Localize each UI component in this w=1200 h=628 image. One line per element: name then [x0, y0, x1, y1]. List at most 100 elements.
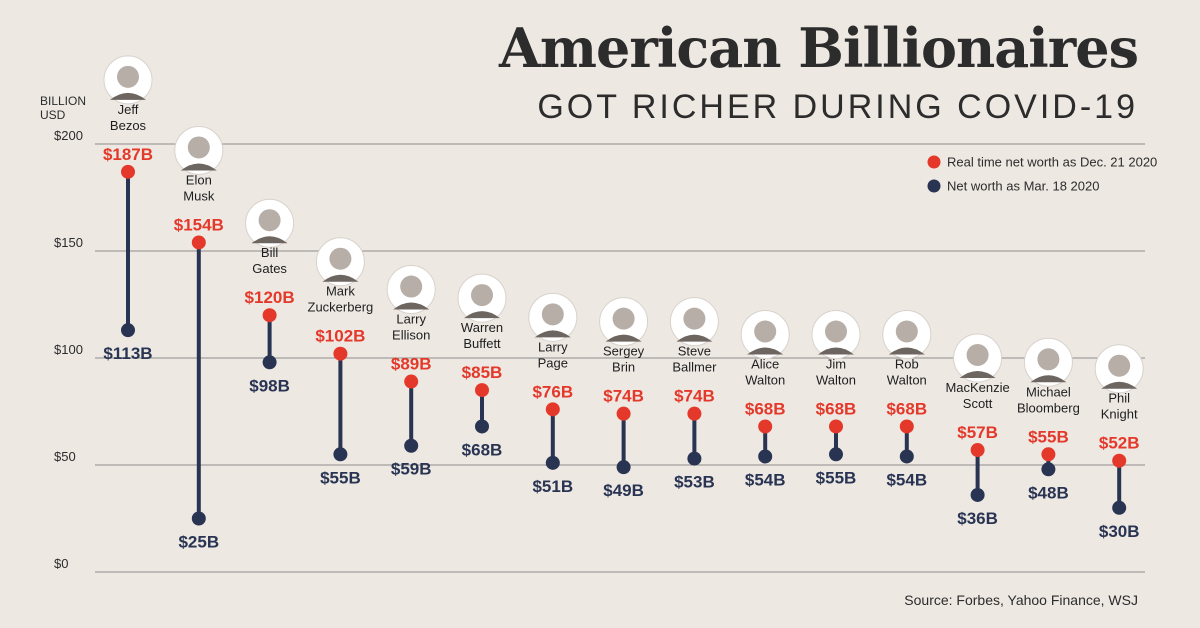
y-axis-unit-label: BILLION USD [40, 94, 87, 122]
dec-value-label: $52B [1099, 434, 1140, 453]
mar-dot [262, 355, 277, 370]
mar-dot [333, 447, 348, 462]
person-first-name: Jim [826, 356, 846, 371]
person-first-name: Rob [895, 356, 919, 371]
person-first-name: Jeff [118, 102, 139, 117]
dec-value-label: $89B [391, 355, 432, 374]
mar-dot [687, 451, 702, 466]
mar-value-label: $36B [957, 509, 998, 528]
dec-dot [1112, 453, 1127, 468]
avatar-head [1108, 354, 1131, 377]
dec-value-label: $68B [816, 399, 857, 418]
legend-label-mar: Net worth as Mar. 18 2020 [947, 179, 1099, 194]
y-tick-label: $100 [54, 342, 83, 357]
avatar-head [825, 320, 847, 343]
mar-value-label: $54B [745, 470, 786, 489]
person-first-name: Sergey [603, 344, 645, 359]
avatar-shoulders [676, 334, 713, 342]
person-last-name: Musk [183, 188, 215, 203]
dec-dot [191, 235, 206, 250]
person-first-name: Larry [396, 312, 426, 327]
mar-value-label: $59B [391, 460, 432, 479]
person-last-name: Ballmer [672, 360, 717, 375]
avatar-shoulders [747, 347, 784, 355]
person-last-name: Gates [252, 261, 287, 276]
avatar-shoulders [534, 330, 571, 338]
dec-dot [404, 374, 419, 389]
person-first-name: Larry [538, 339, 568, 354]
dec-dot [475, 383, 489, 398]
avatar-shoulders [959, 371, 996, 379]
person-last-name: Walton [887, 372, 927, 387]
dec-value-label: $85B [462, 363, 503, 382]
mar-value-label: $25B [178, 533, 219, 552]
person-last-name: Bloomberg [1017, 400, 1080, 415]
mar-value-label: $54B [886, 470, 927, 489]
person-last-name: Walton [745, 372, 785, 387]
mar-dot [899, 449, 914, 464]
avatar-shoulders [464, 311, 500, 319]
legend-label-dec: Real time net worth as Dec. 21 2020 [947, 155, 1157, 170]
dec-value-label: $74B [603, 387, 644, 406]
person-last-name: Ellison [392, 328, 430, 343]
dec-value-label: $120B [245, 288, 295, 307]
avatar-shoulders [180, 163, 217, 171]
mar-value-label: $68B [462, 440, 503, 459]
person-last-name: Bezos [110, 118, 147, 133]
dec-dot [1041, 447, 1056, 462]
avatar-shoulders [322, 274, 359, 282]
mar-dot [758, 449, 773, 464]
avatar-shoulders [818, 347, 854, 355]
y-tick-label: $0 [54, 556, 68, 571]
mar-value-label: $55B [816, 468, 857, 487]
person-last-name: Page [538, 355, 568, 370]
avatar-head [683, 307, 706, 330]
mar-value-label: $51B [532, 477, 573, 496]
dec-value-label: $68B [745, 399, 786, 418]
mar-dot [475, 419, 489, 434]
avatar-head [187, 136, 210, 159]
y-tick-label: $200 [54, 128, 83, 143]
source-note: Source: Forbes, Yahoo Finance, WSJ [904, 592, 1138, 608]
avatar-shoulders [393, 302, 430, 310]
dec-value-label: $74B [674, 387, 715, 406]
mar-dot [545, 455, 560, 470]
mar-value-label: $113B [103, 344, 152, 363]
person-last-name: Brin [612, 360, 635, 375]
mar-value-label: $30B [1099, 522, 1140, 541]
dec-value-label: $102B [315, 327, 365, 346]
person-first-name: MacKenzie [945, 380, 1009, 395]
mar-dot [970, 487, 985, 502]
mar-dot [829, 447, 843, 462]
person-first-name: Warren [461, 320, 503, 335]
avatar-head [541, 303, 564, 326]
mar-dot [404, 438, 419, 453]
person-last-name: Scott [963, 396, 993, 411]
dec-dot [333, 346, 348, 361]
avatar-head [1037, 348, 1060, 371]
dec-dot [545, 402, 560, 417]
avatar-head [117, 65, 139, 88]
avatar-head [754, 320, 777, 343]
avatar-shoulders [605, 334, 642, 342]
avatar-head [966, 344, 989, 367]
chart-subtitle: GOT RICHER DURING COVID-19 [537, 88, 1138, 126]
dec-dot [758, 419, 773, 434]
person-last-name: Walton [816, 372, 856, 387]
dec-dot [899, 419, 914, 434]
person-first-name: Michael [1026, 384, 1071, 399]
dec-value-label: $187B [103, 145, 153, 164]
avatar-shoulders [251, 236, 288, 244]
dec-value-label: $55B [1028, 427, 1069, 446]
mar-dot [1112, 500, 1127, 515]
person-first-name: Steve [678, 344, 711, 359]
mar-value-label: $49B [603, 481, 644, 500]
dec-value-label: $68B [886, 399, 927, 418]
dec-dot [829, 419, 843, 434]
dec-value-label: $76B [532, 382, 573, 401]
dec-dot [970, 443, 985, 458]
legend-marker-mar [927, 179, 941, 193]
chart-title: American Billionaires [499, 16, 1139, 80]
mar-dot [121, 323, 135, 338]
